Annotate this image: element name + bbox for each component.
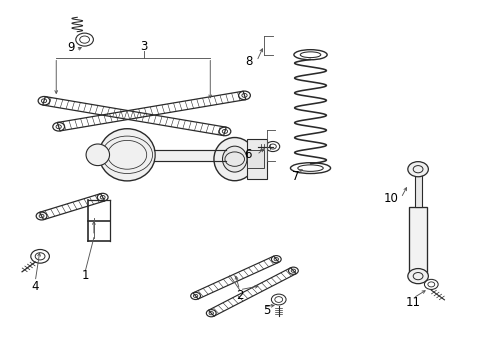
Bar — [246, 139, 266, 179]
Text: 7: 7 — [291, 170, 299, 183]
Text: 5: 5 — [262, 304, 270, 317]
Text: 8: 8 — [245, 55, 253, 68]
Text: 3: 3 — [140, 40, 148, 53]
Text: 2: 2 — [235, 289, 243, 302]
Bar — [414, 173, 421, 207]
Ellipse shape — [214, 138, 255, 181]
Text: 10: 10 — [383, 192, 398, 204]
Text: 4: 4 — [31, 280, 39, 293]
Circle shape — [407, 269, 427, 284]
Text: 1: 1 — [81, 269, 89, 282]
Text: 11: 11 — [405, 296, 420, 309]
Text: 9: 9 — [67, 41, 75, 54]
Ellipse shape — [86, 144, 109, 166]
Text: 6: 6 — [244, 148, 251, 161]
Circle shape — [407, 162, 427, 177]
Bar — [246, 150, 264, 168]
Ellipse shape — [222, 146, 246, 172]
Ellipse shape — [99, 129, 155, 181]
Bar — [408, 207, 426, 274]
